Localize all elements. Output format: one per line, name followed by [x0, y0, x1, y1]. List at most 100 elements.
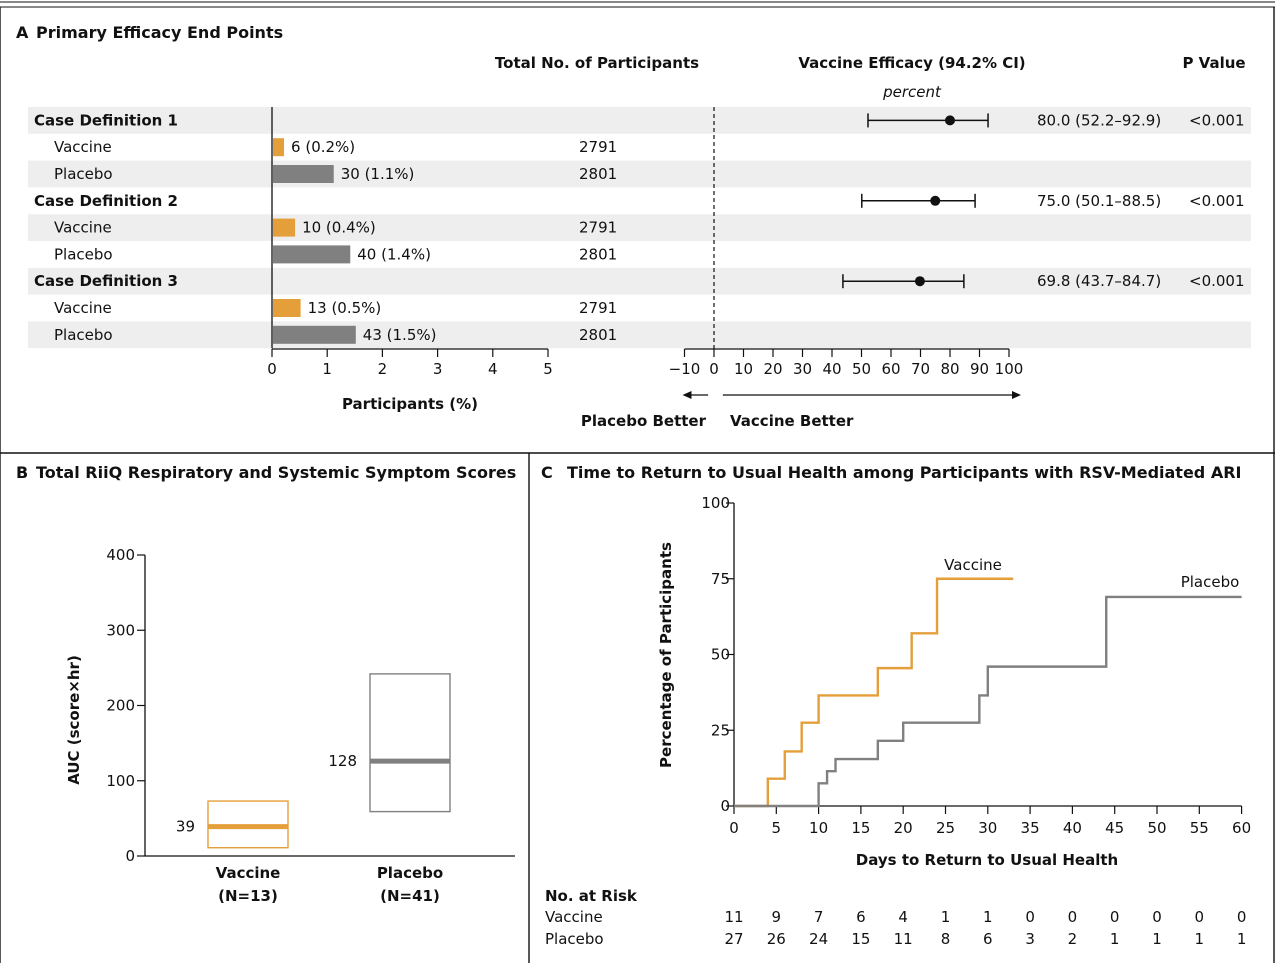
risk-count: 11	[894, 930, 913, 948]
case-definition-label: Case Definition 1	[34, 111, 178, 129]
vaccine-series-label: Vaccine	[944, 556, 1002, 574]
c-y-tick-label: 75	[711, 570, 730, 588]
bar-value-label: 43 (1.5%)	[363, 326, 437, 344]
case-definition-label: Case Definition 2	[34, 192, 178, 210]
total-participants-value: 2791	[579, 299, 617, 317]
vaccine-better-label: Vaccine Better	[730, 412, 854, 430]
total-participants-value: 2801	[579, 245, 617, 263]
bar-axis-tick-label: 1	[322, 360, 332, 378]
b-y-tick-label: 300	[106, 621, 135, 639]
row-band	[28, 214, 1251, 241]
row-band	[28, 321, 1251, 349]
bar-axis-tick-label: 4	[488, 360, 498, 378]
c-x-tick-label: 40	[1063, 819, 1082, 837]
risk-count: 6	[983, 930, 993, 948]
c-y-tick-label: 50	[711, 646, 730, 664]
risk-count: 1	[1195, 930, 1205, 948]
risk-count: 0	[1068, 908, 1078, 926]
risk-count: 8	[941, 930, 951, 948]
bar-axis-tick-label: 3	[433, 360, 443, 378]
c-x-tick-label: 35	[1021, 819, 1040, 837]
c-x-tick-label: 55	[1190, 819, 1209, 837]
case-definition-label: Case Definition 3	[34, 272, 178, 290]
p-value: <0.001	[1189, 272, 1245, 290]
arm-label: Vaccine	[54, 219, 112, 237]
risk-count: 7	[814, 908, 824, 926]
total-participants-value: 2791	[579, 138, 617, 156]
c-x-axis-title: Days to Return to Usual Health	[856, 851, 1118, 869]
c-x-tick-label: 15	[851, 819, 870, 837]
km-curve	[734, 595, 1242, 808]
efficacy-point	[945, 115, 955, 126]
risk-count: 4	[898, 908, 908, 926]
c-x-tick-label: 25	[936, 819, 955, 837]
bar-value-label: 40 (1.4%)	[357, 245, 431, 263]
risk-count: 0	[1195, 908, 1205, 926]
risk-count: 3	[1025, 930, 1035, 948]
risk-count: 1	[1237, 930, 1247, 948]
median-label: 128	[328, 752, 357, 770]
c-x-tick-label: 45	[1105, 819, 1124, 837]
bar-value-label: 30 (1.1%)	[341, 165, 415, 183]
bar-axis-tick-label: 0	[267, 360, 277, 378]
risk-count: 6	[856, 908, 866, 926]
forest-axis-tick-label: 0	[709, 360, 719, 378]
forest-axis-tick-label: −10	[669, 360, 701, 378]
c-x-tick-label: 0	[729, 819, 739, 837]
panel-c-title: Time to Return to Usual Health among Par…	[567, 463, 1241, 482]
b-y-tick-label: 200	[106, 697, 135, 715]
bar-axis-tick-label: 2	[378, 360, 388, 378]
participants-bar	[273, 245, 351, 264]
c-x-tick-label: 30	[978, 819, 997, 837]
risk-count: 9	[772, 908, 782, 926]
arm-label: Placebo	[54, 326, 113, 344]
c-x-tick-label: 60	[1232, 819, 1251, 837]
forest-axis-tick-label: 30	[793, 360, 812, 378]
efficacy-point	[930, 195, 941, 206]
bar-axis-tick-label: 5	[543, 360, 553, 378]
b-group-name: Placebo	[377, 864, 443, 882]
total-participants-value: 2801	[579, 326, 617, 344]
risk-row-name: Placebo	[545, 930, 604, 948]
participants-bar	[273, 299, 301, 317]
risk-count: 0	[1152, 908, 1162, 926]
panel-b-letter: B	[16, 463, 28, 482]
c-y-tick-label: 100	[701, 494, 730, 512]
p-value: <0.001	[1189, 192, 1245, 210]
p-value: <0.001	[1189, 111, 1245, 129]
risk-count: 11	[724, 908, 743, 926]
risk-count: 1	[941, 908, 951, 926]
arm-label: Vaccine	[54, 138, 112, 156]
b-group-n: (N=13)	[218, 887, 278, 905]
panel-a-title: Primary Efficacy End Points	[36, 23, 283, 42]
forest-axis-tick-label: 70	[911, 360, 930, 378]
risk-count: 1	[983, 908, 993, 926]
iqr-box	[369, 673, 451, 813]
row-band	[28, 160, 1251, 188]
risk-count: 0	[1237, 908, 1247, 926]
bar-value-label: 13 (0.5%)	[308, 299, 382, 317]
panel-a-letter: A	[16, 23, 29, 42]
risk-count: 27	[724, 930, 743, 948]
p-value-header: P Value	[1182, 54, 1245, 72]
arm-label: Placebo	[54, 245, 113, 263]
panel-b-title: Total RiiQ Respiratory and Systemic Symp…	[36, 463, 516, 482]
km-curve	[734, 577, 1014, 808]
b-y-tick-label: 100	[106, 772, 135, 790]
participants-bar	[273, 325, 356, 344]
vaccine-efficacy-header: Vaccine Efficacy (94.2% CI)	[798, 54, 1025, 72]
c-x-tick-label: 50	[1147, 819, 1166, 837]
b-y-axis-title: AUC (score×hr)	[65, 655, 83, 785]
c-y-tick-label: 25	[711, 721, 730, 739]
risk-table-title: No. at Risk	[545, 887, 638, 905]
forest-axis-tick-label: 40	[822, 360, 841, 378]
ve-unit-label: percent	[882, 83, 942, 101]
efficacy-value: 80.0 (52.2–92.9)	[1037, 111, 1161, 129]
forest-axis-tick-label: 60	[881, 360, 900, 378]
row-band	[28, 267, 1251, 295]
b-group-name: Vaccine	[216, 864, 281, 882]
c-y-tick-label: 0	[720, 797, 730, 815]
b-group-n: (N=41)	[380, 887, 440, 905]
placebo-better-label: Placebo Better	[581, 412, 707, 430]
efficacy-value: 75.0 (50.1–88.5)	[1037, 192, 1161, 210]
